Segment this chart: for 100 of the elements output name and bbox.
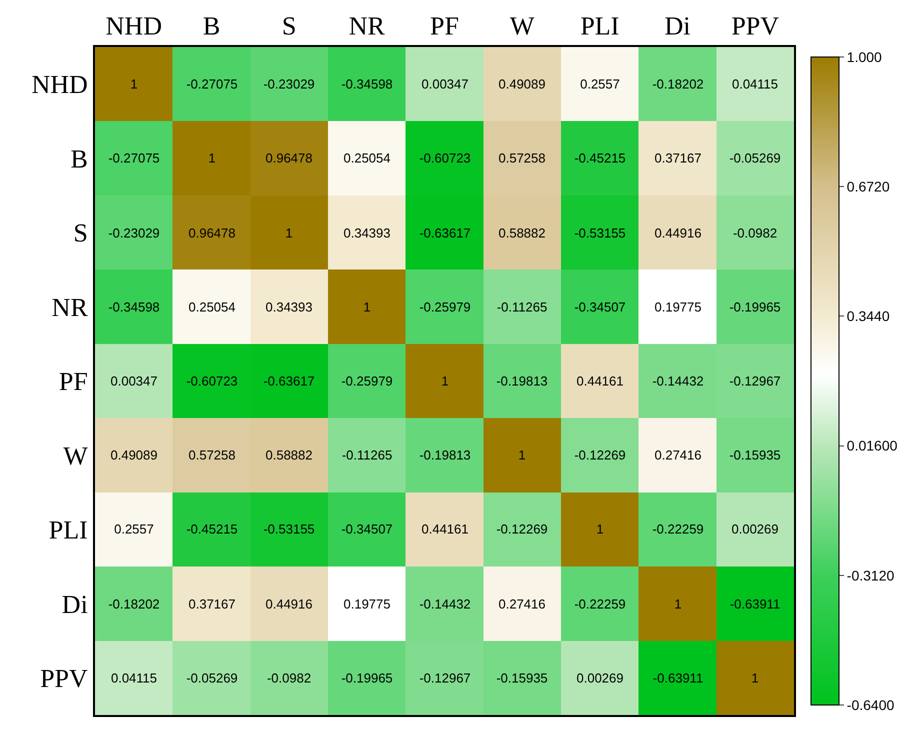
data-label: -0.34598 <box>108 300 160 315</box>
color-bar-label: 0.3440 <box>846 308 890 324</box>
data-label: -0.27075 <box>108 150 160 166</box>
data-label: 0.00347 <box>110 374 158 389</box>
data-label: -0.19813 <box>496 374 548 389</box>
data-label: 0.37167 <box>188 596 236 612</box>
data-label: -0.05269 <box>729 150 781 166</box>
data-label: 1 <box>596 522 604 537</box>
data-label: -0.15935 <box>729 448 781 463</box>
y-tick-label: PLI <box>48 516 88 545</box>
data-label: -0.22259 <box>574 596 626 612</box>
data-label: 0.44916 <box>266 596 312 612</box>
x-tick-label: B <box>202 12 220 41</box>
data-label: 0.96478 <box>266 150 312 166</box>
data-label: 1 <box>441 374 449 389</box>
data-label: 0.19775 <box>654 300 702 315</box>
data-label: -0.34507 <box>574 300 626 315</box>
data-label: 0.58882 <box>266 448 312 463</box>
data-label: 0.49089 <box>498 76 546 92</box>
data-label: -0.27075 <box>186 76 238 92</box>
data-label: -0.14432 <box>652 374 704 389</box>
data-label: 1 <box>130 76 138 92</box>
y-tick-label: Di <box>62 590 88 619</box>
data-label: -0.34598 <box>341 76 393 92</box>
x-tick-label: S <box>282 12 296 41</box>
x-tick-label: W <box>510 12 535 41</box>
data-label: -0.45215 <box>186 522 238 537</box>
color-bar-label: -0.3120 <box>846 567 894 584</box>
data-label: 0.2557 <box>580 76 620 92</box>
data-label: 0.00269 <box>576 670 624 686</box>
x-tick-label: NR <box>348 12 386 41</box>
data-label: 0.37167 <box>654 150 702 166</box>
data-label: 0.27416 <box>654 448 702 463</box>
data-label: 0.25054 <box>188 300 236 315</box>
data-label: -0.45215 <box>574 150 626 166</box>
data-label: -0.63911 <box>730 596 780 612</box>
data-label: -0.22259 <box>652 522 704 537</box>
data-label: -0.19965 <box>341 670 393 686</box>
x-tick-label: PF <box>430 12 459 41</box>
color-bar-label: 0.01600 <box>846 438 898 454</box>
data-label: 0.44161 <box>422 522 468 537</box>
data-label: -0.12967 <box>729 374 781 389</box>
y-tick-label: W <box>63 441 88 470</box>
data-label: 0.44161 <box>576 374 624 389</box>
data-label: 0.34393 <box>266 300 312 315</box>
data-label: 0.2557 <box>114 522 154 537</box>
data-label: -0.19813 <box>419 448 471 463</box>
data-label: -0.23029 <box>108 226 160 241</box>
data-label: -0.05269 <box>186 670 238 686</box>
data-label: -0.63617 <box>263 374 315 389</box>
color-bar-label: 1.000 <box>846 48 882 65</box>
x-tick-label: PLI <box>580 12 620 41</box>
data-label: -0.15935 <box>496 670 548 686</box>
data-label: -0.25979 <box>341 374 393 389</box>
data-label: 0.00269 <box>732 522 778 537</box>
data-label: -0.0982 <box>732 226 778 241</box>
data-label: 0.57258 <box>188 448 236 463</box>
data-label: -0.11265 <box>496 300 548 315</box>
data-label: 1 <box>518 448 526 463</box>
y-tick-label: B <box>70 144 88 174</box>
data-label: -0.18202 <box>108 596 160 612</box>
data-label: 0.27416 <box>498 596 546 612</box>
y-tick-label: NR <box>52 292 88 322</box>
data-label: 0.04115 <box>110 670 158 686</box>
data-label: -0.60723 <box>186 374 238 389</box>
data-label: -0.60723 <box>419 150 471 166</box>
data-label: -0.25979 <box>419 300 471 315</box>
x-tick-label: PPV <box>731 12 780 41</box>
x-tick-label: NHD <box>106 12 162 41</box>
data-label: 0.19775 <box>344 596 390 612</box>
data-label: 0.00347 <box>422 76 468 92</box>
data-label: -0.63911 <box>652 670 704 686</box>
color-bar-label: 0.6720 <box>846 178 890 194</box>
data-label: -0.12967 <box>419 670 471 686</box>
data-label: 0.44916 <box>654 226 702 241</box>
data-label: 1 <box>751 670 759 686</box>
data-label: -0.53155 <box>263 522 315 537</box>
data-label: -0.14432 <box>419 596 471 612</box>
data-label: 0.25054 <box>344 150 390 166</box>
color-bar-label: -0.6400 <box>846 696 894 713</box>
y-tick-label: PF <box>58 367 88 396</box>
data-label: 0.04115 <box>732 76 778 92</box>
data-label: 1 <box>363 300 371 315</box>
data-label: -0.63617 <box>419 226 471 241</box>
data-label: -0.12269 <box>574 448 626 463</box>
data-label: -0.23029 <box>263 76 315 92</box>
data-label: -0.0982 <box>266 670 312 686</box>
data-label: -0.18202 <box>652 76 704 92</box>
data-label: 0.57258 <box>498 150 546 166</box>
data-label: -0.19965 <box>729 300 781 315</box>
data-label: -0.53155 <box>574 226 626 241</box>
data-label: 0.49089 <box>110 448 158 463</box>
y-tick-label: S <box>73 218 88 248</box>
data-label: -0.34507 <box>341 522 393 537</box>
data-label: -0.11265 <box>342 448 392 463</box>
data-label: 1 <box>674 596 682 612</box>
data-label: 0.58882 <box>498 226 546 241</box>
data-label: 0.34393 <box>344 226 390 241</box>
data-label: 1 <box>285 226 293 241</box>
data-label: 0.96478 <box>188 226 236 241</box>
